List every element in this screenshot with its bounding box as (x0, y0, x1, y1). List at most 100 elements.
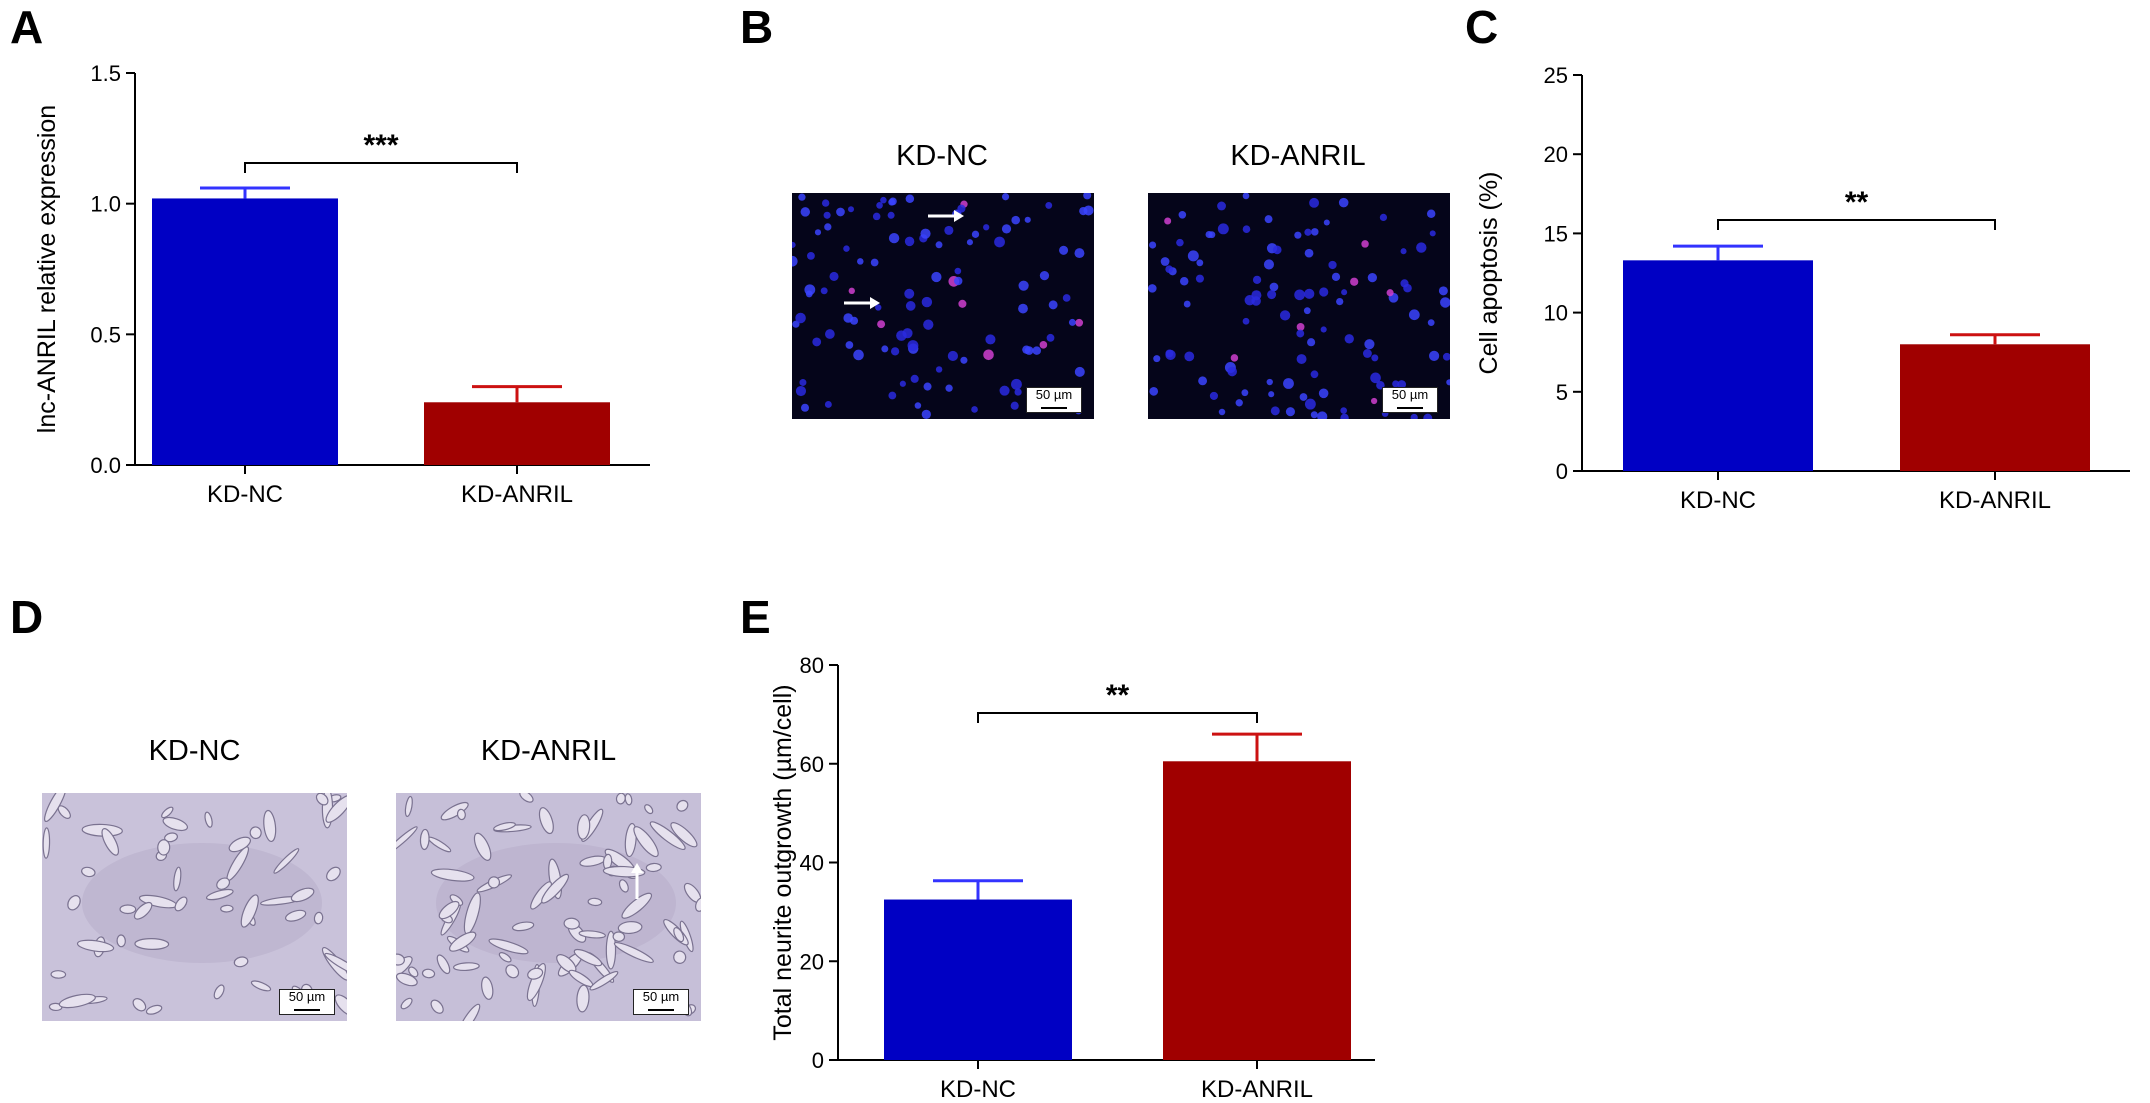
nucleus (1272, 245, 1282, 255)
nucleus (999, 385, 1010, 396)
significance-label-c: ** (1845, 186, 1869, 219)
nucleus (1294, 231, 1302, 239)
nucleus (931, 271, 942, 283)
nucleus (945, 384, 953, 392)
cell (618, 879, 629, 893)
nucleus (1341, 289, 1348, 296)
nucleus (1318, 388, 1329, 399)
nucleus (890, 347, 900, 356)
significance-bracket-a (244, 162, 518, 173)
nucleus (904, 236, 915, 247)
nucleus (983, 224, 990, 231)
nucleus (902, 328, 913, 339)
x-tick-label-e-0: KD-NC (940, 1076, 1016, 1103)
nucleus (888, 198, 896, 206)
nucleus (899, 380, 906, 387)
cell (67, 895, 81, 911)
cell (673, 927, 685, 943)
nucleus (1400, 248, 1407, 255)
significance-bracket-c (1717, 219, 1996, 230)
nucleus (1018, 303, 1028, 314)
nucleus (1164, 217, 1172, 225)
bar-c-1 (1900, 344, 2090, 471)
nucleus (814, 229, 822, 236)
nucleus (1241, 389, 1249, 397)
nucleus (971, 406, 978, 413)
cell (216, 877, 231, 890)
nucleus (1304, 228, 1312, 236)
nucleus (1209, 391, 1219, 400)
nucleus (1370, 397, 1378, 405)
cell (408, 966, 419, 978)
nucleus (800, 403, 810, 412)
cell (133, 901, 153, 920)
nucleus (914, 402, 922, 409)
cell (493, 821, 516, 832)
nucleus (1299, 393, 1308, 401)
y-tick-label-c-0: 0 (1556, 459, 1568, 484)
nucleus (1283, 378, 1294, 389)
nucleus (1196, 259, 1204, 267)
nucleus (994, 236, 1005, 248)
bar-e-0 (884, 899, 1072, 1060)
nucleus (1319, 287, 1329, 297)
arrow-head-0 (954, 210, 964, 222)
cell (438, 900, 460, 920)
cell (400, 997, 413, 1010)
nucleus (1014, 388, 1022, 396)
cell (404, 795, 413, 817)
cell (649, 821, 686, 851)
nucleus (920, 228, 931, 239)
nucleus (829, 271, 839, 282)
x-tick-label-a-1: KD-ANRIL (461, 481, 573, 508)
cell (157, 839, 171, 856)
nucleus (1296, 354, 1307, 365)
nucleus (1400, 279, 1409, 288)
nucleus (935, 241, 943, 249)
nucleus (789, 241, 796, 248)
cell (563, 917, 580, 930)
nucleus (798, 193, 806, 201)
nucleus (812, 337, 822, 347)
cell (228, 836, 251, 853)
nucleus (824, 223, 832, 231)
nucleus (905, 301, 916, 311)
nucleus (850, 316, 859, 325)
x-tick-label-e-1: KD-ANRIL (1201, 1076, 1313, 1103)
x-tick-label-c-0: KD-NC (1680, 487, 1756, 514)
nucleus (1059, 245, 1069, 255)
scale-bar-b-kd-nc: 50 µm (1026, 387, 1082, 413)
panel-label-e: E (740, 591, 771, 643)
nucleus (957, 204, 966, 213)
nucleus (1075, 318, 1084, 327)
nucleus (1307, 338, 1316, 347)
panel-label-d: D (10, 591, 44, 643)
cell (624, 822, 637, 858)
nucleus (805, 290, 813, 298)
y-tick-label-a-2: 1.0 (90, 192, 121, 217)
fluorescence-micrograph-kd-nc: 50 µm (786, 191, 1094, 419)
nucleus (966, 239, 974, 246)
cell (132, 998, 147, 1012)
nucleus (881, 345, 889, 353)
bar-a-1 (424, 402, 610, 465)
cell (605, 930, 617, 970)
nucleus (1252, 275, 1262, 284)
y-tick-label-a-3: 1.5 (90, 61, 121, 86)
y-tick-label-a-0: 0.0 (90, 453, 121, 478)
cell (233, 956, 249, 968)
nucleus (1147, 284, 1157, 293)
nucleus (824, 400, 832, 408)
cell (285, 909, 307, 922)
y-tick-label-e-3: 60 (800, 752, 824, 777)
nucleus (1251, 296, 1261, 306)
nucleus (1001, 193, 1010, 201)
nucleus (960, 356, 968, 364)
nucleus (983, 349, 994, 361)
nucleus (985, 334, 996, 345)
nucleus (820, 287, 828, 295)
cell (488, 938, 529, 955)
nucleus (1426, 209, 1436, 218)
cell (164, 832, 179, 843)
